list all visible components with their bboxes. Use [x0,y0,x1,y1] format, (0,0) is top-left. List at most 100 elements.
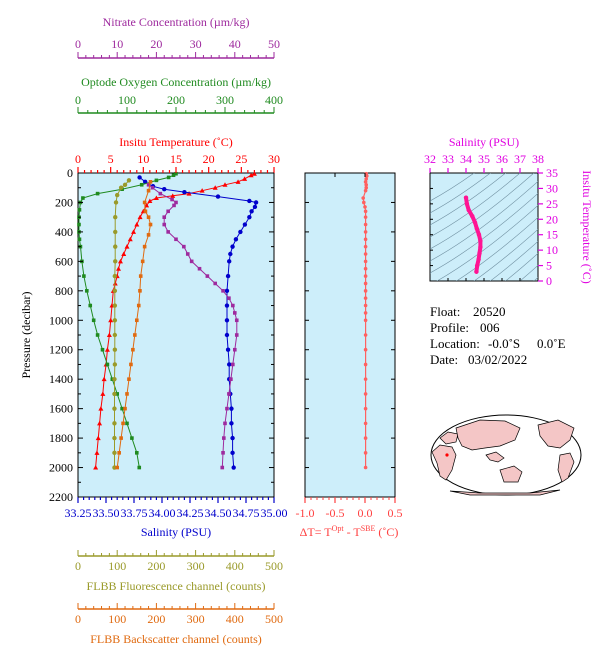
temperature-tick-label: 15 [170,152,182,166]
salinity-point [224,288,230,294]
salinity-point [162,187,167,192]
nitrate-tick-label: 20 [150,37,162,51]
profile-label: Profile: [430,320,469,335]
nitrate-point [189,259,194,264]
nitrate-point [158,191,163,196]
pressure-axis-title: Pressure (decibar) [19,292,33,379]
delta-t-point [363,289,368,293]
delta-t-axis-title-part: - T [344,525,362,539]
pressure-tick-label: 600 [55,254,73,268]
salinity-tick-label: 34.50 [205,506,232,520]
temperature-point [170,193,176,198]
fluorescence-point [113,244,118,249]
nitrate-point [234,333,239,337]
ts-density-contour [430,173,535,250]
oxygen-series-line [78,173,177,468]
fluorescence-tick-label: 400 [226,559,244,573]
nitrate-point [162,215,167,219]
salinity-point [231,465,236,470]
fluorescence-tick-label: 200 [147,559,165,573]
temperature-point [235,179,241,184]
nitrate-point [221,451,225,455]
temperature-point [242,176,248,181]
nitrate-point [231,362,235,367]
float-value: 20520 [473,304,506,319]
nitrate-point [220,465,225,470]
pressure-tick-label: 1600 [49,402,73,416]
temperature-point [248,172,254,178]
salinity-point [229,421,234,426]
temperature-tick-label: 20 [203,152,215,166]
nitrate-point [221,289,225,293]
delta-t-point [363,303,368,308]
temperature-point [97,420,103,426]
backscatter-point [142,200,147,205]
ts-point [470,214,475,219]
oxygen-point [85,289,89,293]
salinity-point [227,362,232,367]
temperature-point [131,229,137,234]
delta-t-point [363,296,368,300]
ts-y-tick-label: 35 [546,166,558,180]
pressure-tick-label: 2000 [49,461,73,475]
nitrate-tick-label: 30 [190,37,202,51]
fluorescence-point [112,332,118,338]
date-value: 03/02/2022 [468,352,527,367]
delta-t-point [363,244,368,249]
backscatter-point [143,209,148,214]
backscatter-point [115,465,119,470]
nitrate-point [174,237,178,242]
backscatter-point [133,333,137,337]
delta-t-point [363,222,368,227]
ts-x-tick-label: 38 [532,152,544,166]
pressure-tick-label: 800 [55,284,73,298]
temperature-tick-label: 30 [268,152,280,166]
delta-t-point [363,281,368,286]
backscatter-point [148,222,153,227]
ts-y-tick-label: 15 [546,228,558,242]
ts-y-tick-label: 30 [546,181,558,195]
oxygen-point [135,451,139,455]
temperature-tick-label: 10 [137,152,149,166]
ts-x-tick-label: 35 [478,152,490,166]
ts-x-axis-title: Salinity (PSU) [449,135,519,149]
backscatter-point [131,347,135,352]
salinity-point [182,189,187,195]
oxygen-point [171,173,176,178]
salinity-point [238,229,243,235]
salinity-point [228,251,233,257]
salinity-tick-label: 34.00 [149,506,176,520]
fluorescence-point [113,214,118,220]
fluorescence-tick-label: 0 [75,559,81,573]
ts-y-tick-label: 25 [546,197,558,211]
temperature-point [121,251,127,256]
backscatter-point [142,244,147,249]
temperature-point [199,188,205,193]
oxygen-point [137,465,142,470]
temperature-point [134,222,140,227]
temperature-point [95,435,101,441]
backscatter-tick-label: 400 [226,612,244,626]
oxygen-tick-label: 0 [75,93,81,107]
backscatter-axis-title: FLBB Backscatter channel (counts) [90,632,262,646]
delta-t-tick-label: -0.5 [326,506,345,520]
backscatter-point [146,188,151,193]
ts-x-tick-label: 36 [496,152,508,166]
oxygen-point [139,182,144,187]
ts-point [463,195,469,200]
oxygen-point [100,347,105,352]
delta-t-point [363,421,368,426]
oxygen-point [88,303,93,308]
nitrate-point [227,392,231,396]
salinity-point [230,244,235,249]
oxygen-point [105,362,110,367]
nitrate-point [150,185,155,190]
nitrate-tick-label: 10 [111,37,123,51]
nitrate-point [213,281,217,286]
delta-t-axis-title-part: Opt [332,524,345,533]
salinity-tick-label: 33.50 [93,506,120,520]
nitrate-point [225,406,229,411]
oxygen-point [77,222,81,227]
nitrate-point [205,274,210,278]
